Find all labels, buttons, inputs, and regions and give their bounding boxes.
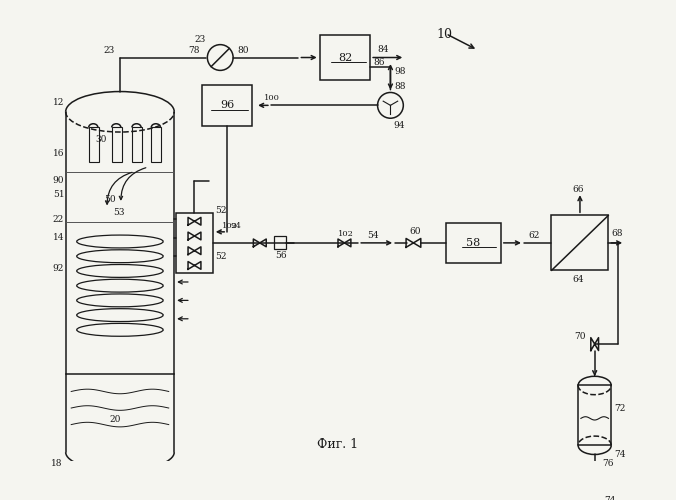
Text: 60: 60 — [410, 228, 421, 236]
Text: 102: 102 — [338, 230, 354, 237]
Text: 51: 51 — [53, 190, 64, 199]
Text: 10: 10 — [437, 28, 452, 41]
Text: 76: 76 — [602, 459, 614, 468]
Text: 30: 30 — [95, 135, 107, 144]
Text: 50: 50 — [104, 194, 116, 203]
Text: 98: 98 — [394, 67, 406, 76]
Text: 92: 92 — [53, 264, 64, 272]
Text: 54: 54 — [368, 231, 379, 240]
Bar — [132, 128, 142, 162]
Text: 82: 82 — [338, 52, 352, 62]
Text: 64: 64 — [573, 275, 584, 284]
Text: Фиг. 1: Фиг. 1 — [318, 438, 358, 452]
Text: 86: 86 — [373, 58, 385, 66]
Text: 12: 12 — [53, 98, 64, 107]
Bar — [112, 128, 122, 162]
Text: 102: 102 — [222, 222, 238, 230]
Text: 14: 14 — [53, 234, 64, 242]
Text: 94: 94 — [393, 121, 405, 130]
Text: 70: 70 — [575, 332, 586, 341]
Text: 53: 53 — [114, 208, 125, 218]
Text: 96: 96 — [220, 100, 235, 110]
Text: 94: 94 — [231, 222, 242, 230]
Text: 74: 74 — [604, 496, 615, 500]
Text: 72: 72 — [614, 404, 625, 412]
Text: 52: 52 — [215, 206, 226, 214]
Text: 74: 74 — [614, 450, 625, 459]
Text: 66: 66 — [573, 185, 584, 194]
Bar — [320, 36, 370, 80]
Bar — [151, 128, 162, 162]
Bar — [274, 236, 287, 250]
Bar — [445, 222, 501, 263]
Text: 84: 84 — [378, 44, 389, 54]
Text: 23: 23 — [195, 34, 206, 43]
Text: 52: 52 — [215, 252, 226, 260]
Text: 20: 20 — [110, 416, 121, 424]
Text: 90: 90 — [53, 176, 64, 186]
Text: 68: 68 — [611, 229, 623, 238]
Text: 88: 88 — [394, 82, 406, 92]
Bar — [202, 85, 252, 126]
Text: 58: 58 — [466, 238, 481, 248]
Text: 62: 62 — [529, 231, 540, 240]
Text: 18: 18 — [51, 458, 62, 468]
Bar — [176, 213, 213, 273]
Text: 23: 23 — [103, 46, 115, 54]
Text: 16: 16 — [53, 148, 64, 158]
Text: 56: 56 — [275, 252, 287, 260]
Text: 78: 78 — [188, 46, 199, 54]
Text: 80: 80 — [238, 46, 249, 54]
Text: 100: 100 — [264, 94, 281, 102]
Bar — [552, 216, 608, 270]
Bar — [89, 128, 99, 162]
Text: 22: 22 — [53, 215, 64, 224]
